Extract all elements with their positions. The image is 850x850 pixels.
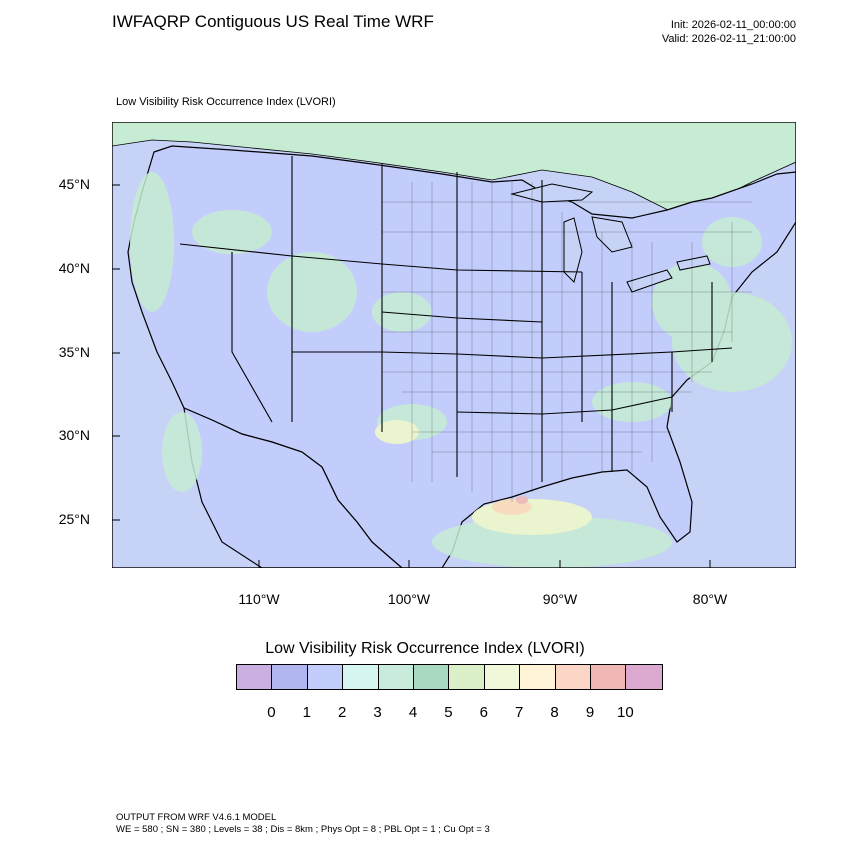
- valid-time: Valid: 2026-02-11_21:00:00: [661, 33, 796, 45]
- map-title: IWFAQRP Contiguous US Real Time WRF: [112, 12, 434, 31]
- lon-label-110: 110°W: [238, 591, 280, 607]
- colorbar-swatch: [520, 665, 556, 689]
- colorbar-swatch: [555, 665, 591, 689]
- colorbar-tick-label: 4: [408, 704, 418, 721]
- lon-label-90: 90°W: [542, 591, 578, 607]
- legend-title: Low Visibility Risk Occurrence Index (LV…: [265, 640, 585, 657]
- lon-ticks: [258, 560, 711, 568]
- colorbar-swatch: [307, 665, 344, 689]
- footer-model: OUTPUT FROM WRF V4.6.1 MODEL: [116, 812, 277, 823]
- colorbar-tick-label: 3: [373, 704, 382, 721]
- colorbar-tick-label: 1: [302, 704, 311, 721]
- colorbar-swatch: [413, 665, 450, 689]
- colorbar-swatch: [272, 665, 308, 689]
- colorbar-swatch: [626, 665, 662, 689]
- great-lakes: [510, 183, 711, 293]
- colorbar-swatch: [484, 665, 521, 689]
- terrain-warm-patches: [375, 420, 592, 535]
- lon-label-80: 80°W: [692, 591, 728, 607]
- lat-ticks: [112, 184, 120, 521]
- lat-label-40: 40°N: [58, 260, 90, 276]
- init-time: Init: 2026-02-11_00:00:00: [670, 19, 796, 31]
- lat-label-25: 25°N: [58, 511, 90, 527]
- colorbar-tick-label: 0: [267, 704, 276, 721]
- footer-config: WE = 580 ; SN = 380 ; Levels = 38 ; Dis …: [116, 824, 490, 835]
- colorbar-swatch: [237, 665, 273, 689]
- canada-landmass: [112, 122, 796, 213]
- colorbar-tick-label: 2: [338, 704, 347, 721]
- state-borders: [179, 156, 733, 482]
- lat-label-30: 30°N: [58, 427, 90, 443]
- colorbar-tick-label: 8: [550, 704, 559, 721]
- lat-label-35: 35°N: [58, 344, 90, 360]
- field-subtitle: Low Visibility Risk Occurrence Index (LV…: [116, 96, 336, 108]
- colorbar-swatch: [449, 665, 485, 689]
- county-borders: [382, 182, 752, 502]
- colorbar-tick-label: 10: [617, 704, 634, 721]
- colorbar-swatch: [378, 665, 414, 689]
- colorbar-swatch: [343, 665, 379, 689]
- colorbar-tick-label: 5: [444, 704, 453, 721]
- lon-label-100: 100°W: [387, 591, 431, 607]
- mexico-landmass: [183, 407, 403, 568]
- map-panel: [112, 122, 796, 568]
- colorbar: [236, 664, 663, 690]
- colorbar-tick-label: 7: [515, 704, 524, 721]
- colorbar-tick-label: 6: [479, 704, 488, 721]
- colorbar-tick-label: 9: [585, 704, 595, 721]
- colorbar-swatch: [590, 665, 627, 689]
- lat-label-45: 45°N: [58, 176, 90, 192]
